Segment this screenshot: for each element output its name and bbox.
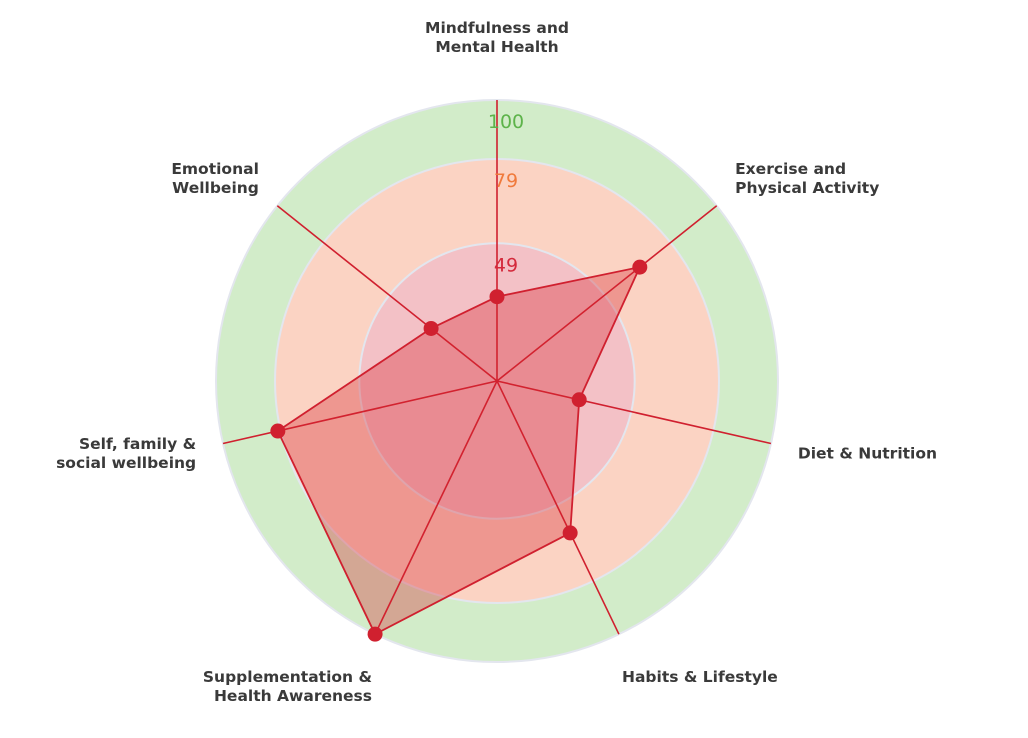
axis-label-line: Wellbeing bbox=[172, 179, 259, 197]
axis-label: Emotional Wellbeing bbox=[171, 160, 259, 197]
axis-label: Mindfulness and Mental Health bbox=[425, 19, 569, 56]
axis-layer bbox=[222, 100, 772, 635]
band-value-label: 79 bbox=[494, 170, 518, 192]
data-point-layer bbox=[270, 259, 648, 642]
data-point bbox=[270, 423, 286, 439]
axis-spoke bbox=[276, 205, 498, 382]
axis-label-line: Health Awareness bbox=[214, 687, 372, 705]
band-value-label: 49 bbox=[494, 254, 518, 276]
data-point bbox=[423, 320, 439, 336]
axis-label-line: Self, family & bbox=[79, 435, 196, 453]
axis-spoke bbox=[374, 380, 498, 635]
axis-spoke bbox=[496, 380, 620, 635]
axis-label-line: Supplementation & bbox=[203, 668, 372, 686]
band-value-label: 100 bbox=[488, 111, 524, 133]
axis-label-line: Diet & Nutrition bbox=[798, 444, 937, 462]
band-label-layer: 100 79 49 bbox=[488, 111, 524, 276]
data-point bbox=[632, 259, 648, 275]
data-area bbox=[276, 266, 641, 636]
data-area-layer bbox=[276, 266, 641, 636]
data-point bbox=[571, 392, 587, 408]
axis-label: Diet & Nutrition bbox=[798, 444, 937, 462]
axis-spoke bbox=[496, 380, 772, 445]
axis-label-line: Mental Health bbox=[435, 38, 558, 56]
axis-label-line: Exercise and bbox=[735, 160, 846, 178]
axis-spoke bbox=[496, 205, 718, 382]
axis-label-layer: Mindfulness and Mental Health Exercise and… bbox=[56, 19, 937, 705]
axis-label: Supplementation & Health Awareness bbox=[203, 668, 372, 705]
axis-label-line: Physical Activity bbox=[735, 179, 879, 197]
axis-label-line: Emotional bbox=[171, 160, 259, 178]
axis-label: Habits & Lifestyle bbox=[622, 668, 778, 686]
data-point bbox=[562, 525, 578, 541]
data-point bbox=[367, 626, 383, 642]
axis-label: Self, family & social wellbeing bbox=[56, 435, 196, 472]
axis-label: Exercise and Physical Activity bbox=[735, 160, 879, 197]
data-point bbox=[489, 289, 505, 305]
axis-label-line: Habits & Lifestyle bbox=[622, 668, 778, 686]
axis-spoke bbox=[222, 380, 498, 445]
axis-label-line: Mindfulness and bbox=[425, 19, 569, 37]
axis-label-line: social wellbeing bbox=[56, 454, 196, 472]
